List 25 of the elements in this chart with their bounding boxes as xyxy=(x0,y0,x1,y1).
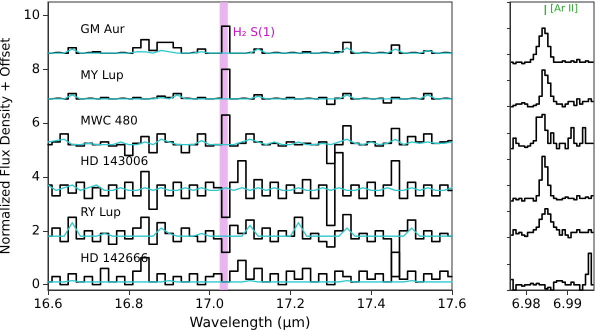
band-label: H₂ S(1) xyxy=(232,25,276,39)
x-tick-label: 17.6 xyxy=(438,297,466,312)
line-series xyxy=(47,222,453,237)
series-label: HD 143006 xyxy=(80,154,148,168)
y-tick-label: 10 xyxy=(23,8,40,23)
y-axis-title: Normalized Flux Density + Offset xyxy=(0,38,14,254)
series-label: MWC 480 xyxy=(80,114,138,128)
x-tick-label: 17.4 xyxy=(356,297,386,312)
y-tick-label: 4 xyxy=(32,169,40,184)
series-label: GM Aur xyxy=(80,22,125,36)
series-label: MY Lup xyxy=(80,68,124,82)
x-tick-label: 6.99 xyxy=(553,297,582,312)
text: [Ar II] xyxy=(550,4,578,14)
x-tick-label: 17.2 xyxy=(276,297,305,312)
y-tick-label: 8 xyxy=(32,62,40,77)
x-tick-label: 6.98 xyxy=(512,297,541,312)
y-tick-label: 0 xyxy=(32,277,40,292)
x-tick-label: 17.0 xyxy=(195,297,224,312)
x-axis-title: Wavelength (μm) xyxy=(190,315,310,330)
y-tick-label: 2 xyxy=(32,223,40,238)
y-tick-label: 6 xyxy=(32,116,40,131)
series-label: RY Lup xyxy=(80,205,121,220)
series-label: HD 142666 xyxy=(80,250,148,265)
x-tick-label: 16.6 xyxy=(34,297,62,312)
x-tick-label: 16.8 xyxy=(114,297,144,312)
